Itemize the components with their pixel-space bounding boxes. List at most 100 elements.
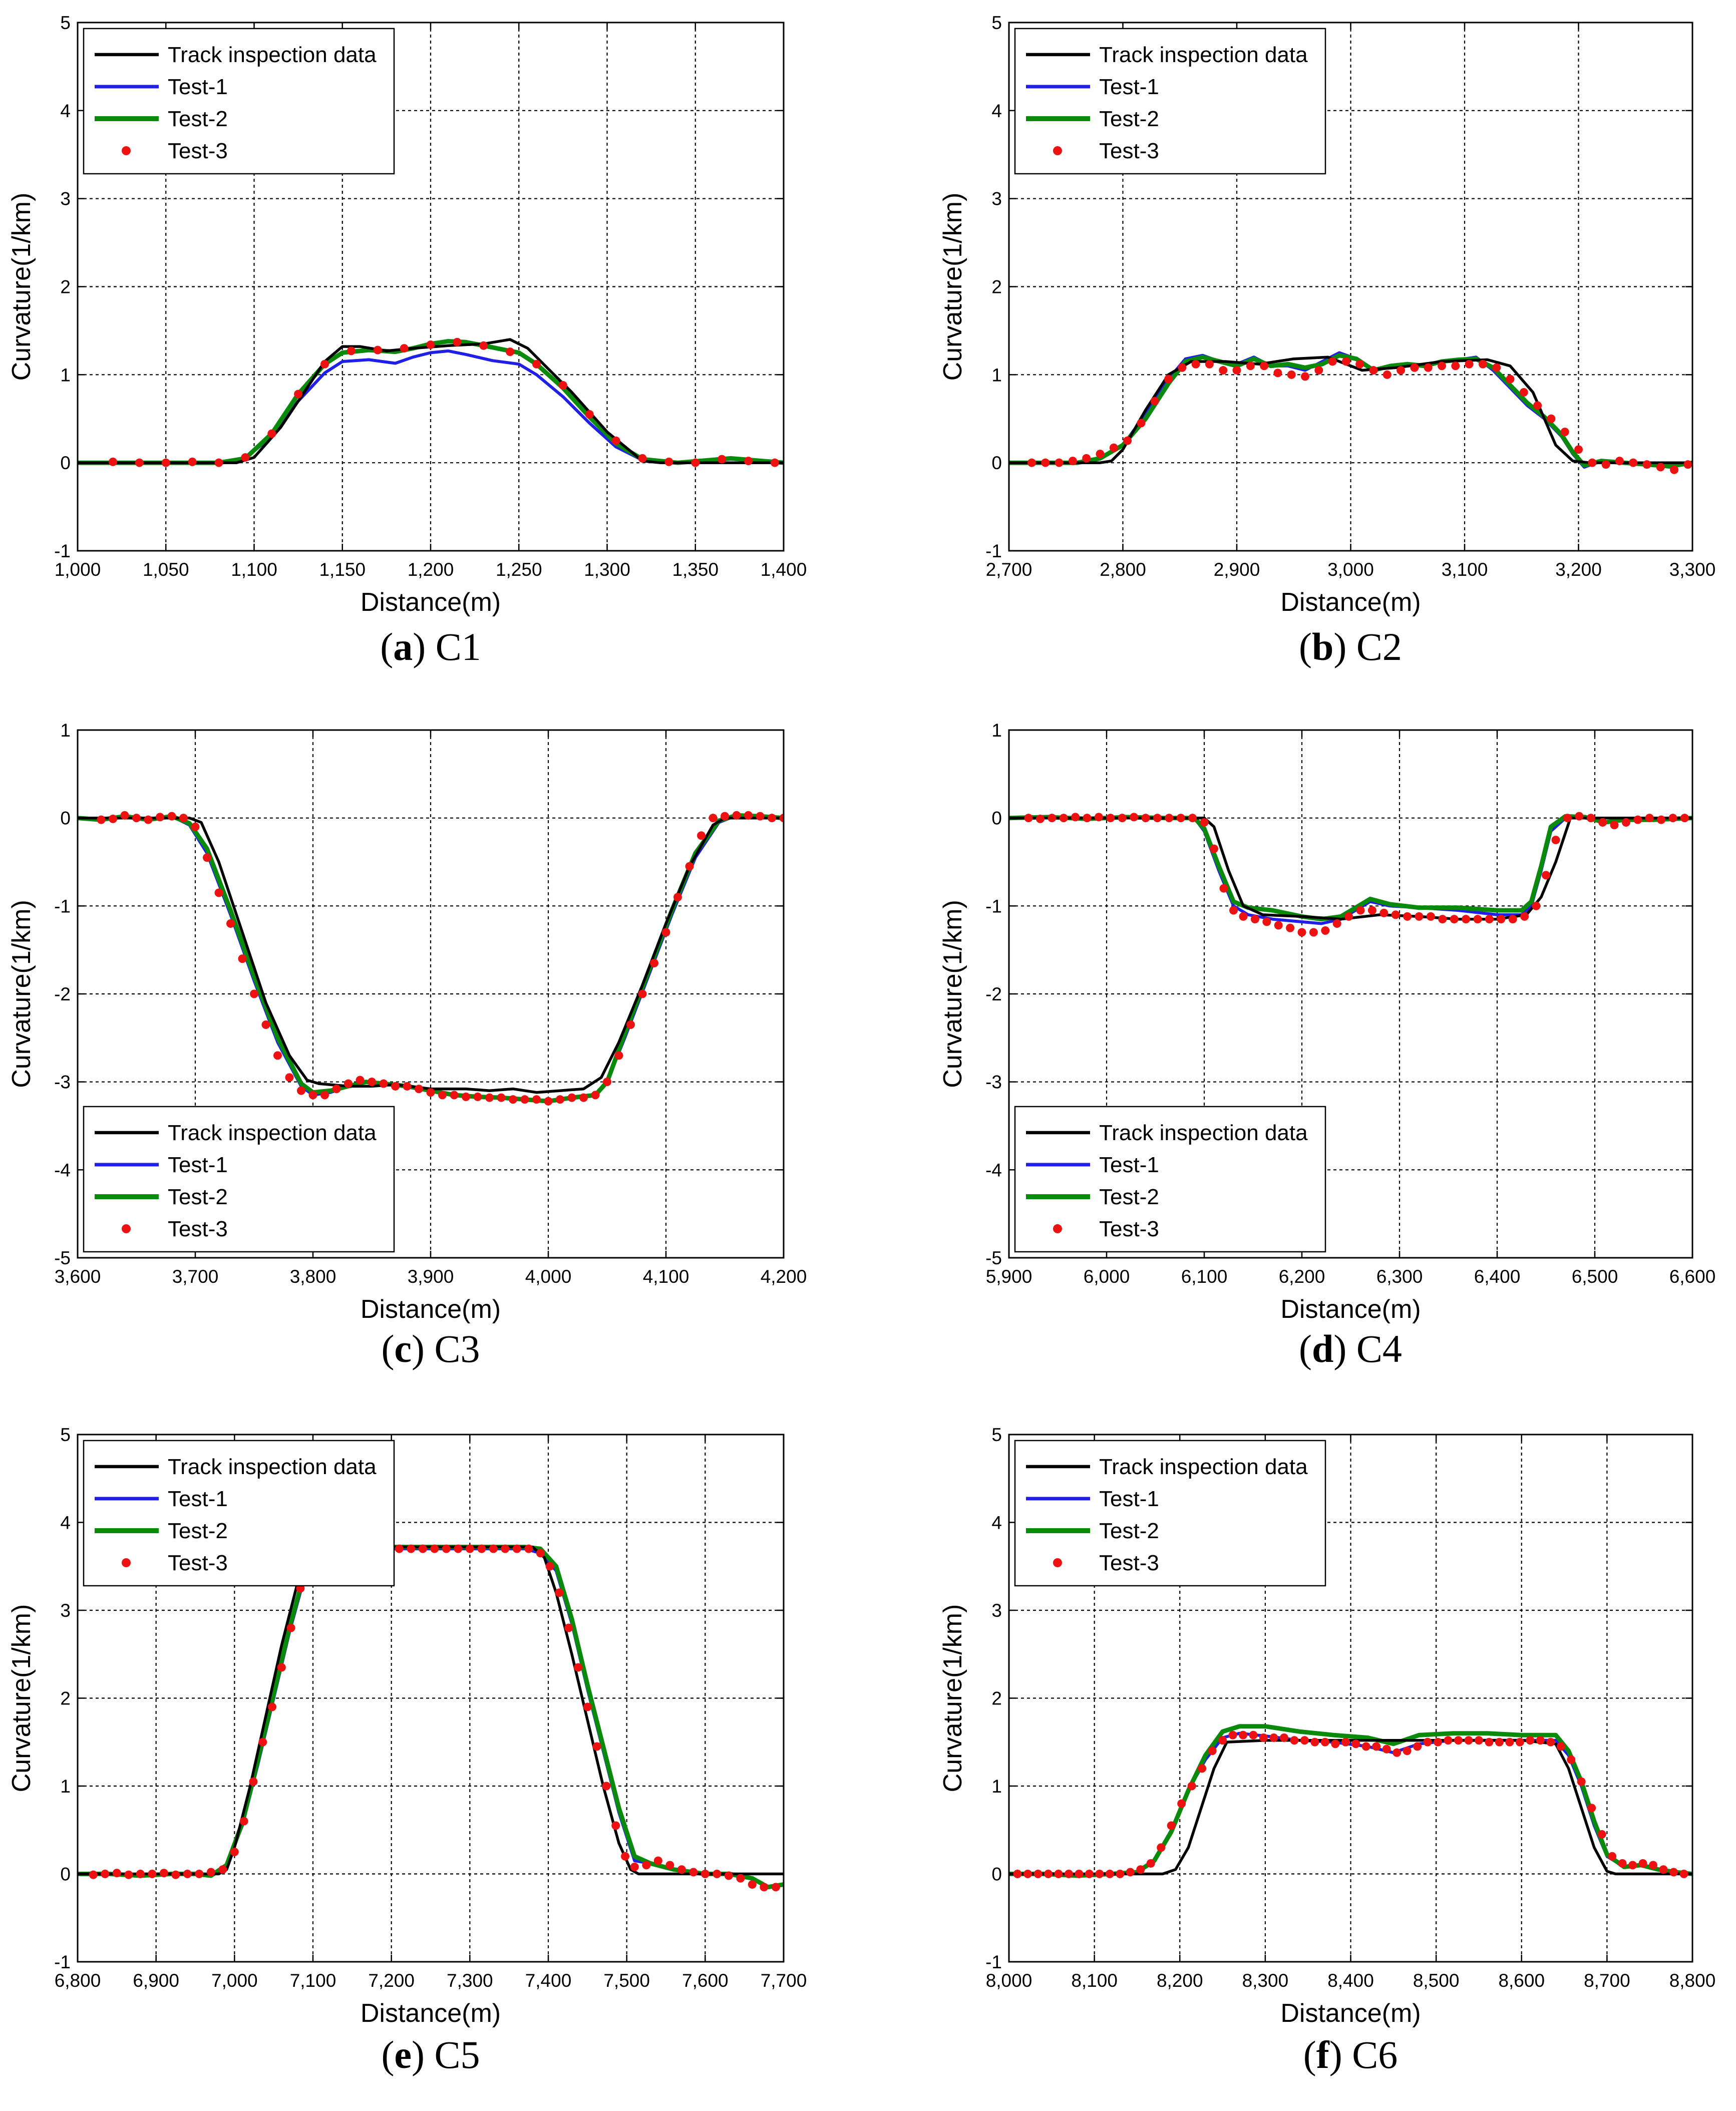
test-3-point: [1367, 906, 1376, 915]
legend-label: Test-1: [1099, 1153, 1159, 1177]
y-tick-label: 5: [60, 13, 71, 33]
test-3-point: [1059, 814, 1068, 823]
caption-paren-close: ): [413, 625, 435, 668]
test-3-point: [183, 1870, 192, 1878]
x-tick-label: 1,250: [496, 559, 542, 580]
test-3-point: [1547, 414, 1556, 423]
test-3-point: [485, 1093, 494, 1102]
panel-caption: (a) C1: [380, 625, 481, 668]
y-tick-label: 1: [991, 1776, 1002, 1797]
caption-paren-open: (: [381, 1327, 394, 1370]
test-3-point: [1123, 436, 1132, 445]
test-3-point: [532, 360, 541, 369]
x-tick-label: 1,000: [55, 559, 101, 580]
test-3-point: [1033, 1870, 1043, 1878]
x-tick-label: 7,600: [682, 1970, 729, 1991]
test-3-point: [591, 1091, 600, 1100]
test-3-point: [450, 1091, 459, 1100]
x-axis-label: Distance(m): [361, 588, 501, 617]
chart-panel-e: 6,800 6,900 7,000 7,100 7,200 7,300 7,400 7,500…: [7, 1425, 807, 2076]
test-3-point: [239, 1817, 248, 1826]
test-3-point: [407, 1544, 416, 1553]
x-tick-label: 6,500: [1572, 1266, 1618, 1287]
test-3-point: [1082, 454, 1091, 463]
test-3-point: [1645, 814, 1654, 823]
test-3-point: [1290, 1736, 1299, 1745]
test-3-point: [1597, 1830, 1606, 1839]
test-3-point: [506, 347, 515, 357]
x-tick-label: 6,400: [1474, 1266, 1521, 1287]
x-tick-label: 6,000: [1084, 1266, 1130, 1287]
test-3-point: [1403, 1746, 1412, 1755]
y-tick-label: -4: [54, 1160, 71, 1180]
test-3-point: [297, 1086, 305, 1095]
test-3-point: [718, 455, 727, 464]
y-tick-label: -5: [54, 1248, 71, 1268]
legend-label: Test-3: [1099, 1551, 1159, 1575]
test-3-point: [1219, 884, 1228, 893]
test-3-point: [1341, 357, 1350, 366]
y-tick-label: 1: [60, 1776, 71, 1797]
test-3-point: [1177, 1799, 1186, 1808]
test-3-point: [1638, 1859, 1647, 1868]
test-3-point: [1587, 1804, 1596, 1813]
caption-letter: b: [1312, 625, 1333, 668]
legend-label: Track inspection data: [1099, 1121, 1308, 1145]
x-tick-label: 3,000: [1327, 559, 1374, 580]
test-3-point: [1205, 360, 1214, 369]
test-3-point: [241, 453, 250, 462]
test-3-point: [532, 1095, 541, 1104]
test-3-point: [346, 346, 356, 356]
test-3-point: [1023, 1870, 1032, 1878]
test-3-point: [748, 1880, 757, 1889]
test-3-point: [454, 1544, 463, 1553]
x-tick-label: 3,900: [408, 1266, 454, 1287]
test-3-point: [1321, 926, 1330, 935]
test-3-point: [638, 454, 647, 463]
legend-label: Track inspection data: [168, 43, 377, 67]
test-3-point: [1041, 458, 1050, 467]
panel-caption: (b) C2: [1299, 625, 1402, 668]
x-tick-label: 8,400: [1327, 1970, 1374, 1991]
x-tick-label: 8,100: [1071, 1970, 1118, 1991]
test-3-point: [1150, 397, 1159, 406]
test-3-point: [544, 1097, 553, 1106]
legend-swatch-test-3: [1053, 1224, 1062, 1233]
test-3-point: [1588, 458, 1597, 467]
y-tick-label: -1: [54, 541, 71, 561]
test-3-point: [1532, 901, 1541, 910]
x-tick-label: 1,400: [761, 559, 807, 580]
test-3-point: [1188, 814, 1197, 823]
test-3-point: [1024, 814, 1033, 823]
test-3-point: [1560, 428, 1569, 437]
test-3-point: [1210, 844, 1218, 853]
test-3-point: [426, 1088, 435, 1097]
legend-box: [83, 1440, 395, 1587]
test-3-point: [736, 1874, 745, 1883]
x-tick-label: 1,350: [672, 559, 719, 580]
test-3-point: [308, 1091, 317, 1100]
test-3-point: [1054, 1870, 1063, 1878]
test-3-point: [1228, 1730, 1237, 1739]
x-tick-label: 5,900: [986, 1266, 1032, 1287]
test-3-point: [1259, 1733, 1268, 1742]
test-3-point: [524, 1544, 533, 1553]
test-3-point: [1109, 443, 1118, 452]
test-3-point: [1246, 362, 1255, 371]
test-3-point: [665, 1861, 674, 1870]
axes-frame: [77, 729, 785, 1259]
chart-panel-d: 5,900 6,000 6,100 6,200 6,300 6,400 6,500 6,600…: [938, 720, 1715, 1370]
test-3-point: [1260, 362, 1269, 371]
test-3-point: [630, 1862, 639, 1871]
test-3-point: [1423, 1737, 1432, 1746]
test-3-point: [585, 410, 594, 419]
test-3-point: [161, 458, 170, 467]
test-3-point: [1208, 1746, 1217, 1755]
test-3-point: [403, 1082, 412, 1091]
test-3-point: [1229, 906, 1238, 915]
test-3-point: [1309, 928, 1318, 937]
test-3-point: [1438, 362, 1446, 371]
test-3-point: [1096, 450, 1105, 459]
test-3-point: [1141, 814, 1150, 823]
test-3-point: [1495, 1737, 1504, 1746]
